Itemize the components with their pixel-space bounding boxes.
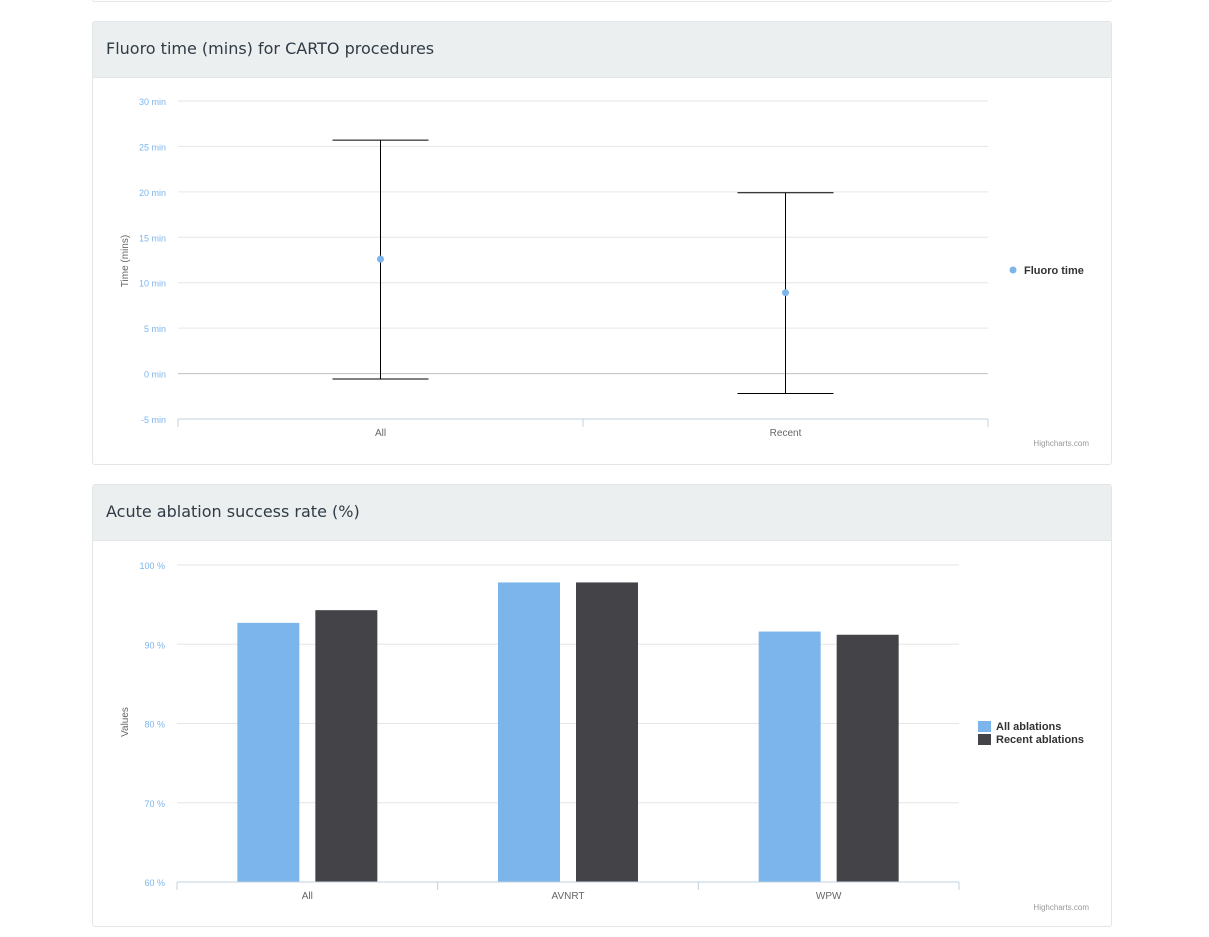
- fluoro-y-tick-label: 15 min: [139, 233, 166, 243]
- ablation-x-tick-labels: All AVNRT WPW: [302, 891, 842, 902]
- legend-marker-recent-ablations: [978, 734, 991, 745]
- fluoro-error-bars: [332, 139, 834, 395]
- fluoro-points: [377, 255, 789, 297]
- legend-label-all-ablations[interactable]: All ablations: [996, 721, 1061, 733]
- ablation-success-chart: 60 % 70 % 80 % 90 % 100 % Values All AVNRT WPW…: [120, 561, 1089, 912]
- fluoro-y-axis-title: Time (mins): [120, 235, 131, 287]
- ablation-bar[interactable]: [836, 634, 899, 882]
- fluoro-legend[interactable]: Fluoro time: [1009, 265, 1084, 277]
- fluoro-x-tick-label: All: [375, 428, 386, 439]
- ablation-y-axis-title: Values: [120, 707, 131, 737]
- fluoro-time-chart: -5 min 0 min 5 min 10 min 15 min 20 min 25 min…: [120, 97, 1089, 448]
- fluoro-y-tick-label: -5 min: [141, 415, 166, 425]
- fluoro-panel-title: Fluoro time (mins) for CARTO procedures: [93, 22, 1111, 78]
- fluoro-y-tick-label: 5 min: [144, 324, 166, 334]
- ablation-y-tick-label: 90 %: [144, 640, 165, 650]
- ablation-y-grid: [177, 564, 959, 804]
- fluoro-y-tick-label: 20 min: [139, 188, 166, 198]
- fluoro-y-tick-label: 10 min: [139, 279, 166, 289]
- fluoro-y-tick-label: 25 min: [139, 142, 166, 152]
- fluoro-point[interactable]: [377, 255, 384, 263]
- ablation-bar[interactable]: [237, 622, 300, 882]
- fluoro-y-tick-label: 30 min: [139, 97, 166, 107]
- fluoro-y-tick-labels: -5 min 0 min 5 min 10 min 15 min 20 min 25 min…: [139, 97, 166, 425]
- fluoro-time-panel: Fluoro time (mins) for CARTO procedures …: [92, 21, 1112, 465]
- previous-panel-edge: [92, 0, 1112, 2]
- ablation-y-tick-label: 60 %: [144, 878, 165, 888]
- ablation-legend[interactable]: All ablations Recent ablations: [978, 721, 1084, 746]
- legend-label-recent-ablations[interactable]: Recent ablations: [996, 734, 1084, 746]
- ablation-bar[interactable]: [315, 610, 378, 882]
- fluoro-legend-marker: [1009, 266, 1017, 274]
- fluoro-x-axis: [177, 418, 989, 427]
- ablation-x-tick-label: WPW: [816, 891, 842, 902]
- ablation-panel-title: Acute ablation success rate (%): [93, 485, 1111, 541]
- fluoro-point[interactable]: [782, 289, 789, 297]
- ablation-bar[interactable]: [576, 582, 638, 882]
- ablation-success-panel: Acute ablation success rate (%) 60 % 70 %…: [92, 484, 1112, 927]
- fluoro-x-tick-label: Recent: [770, 428, 802, 439]
- fluoro-y-tick-label: 0 min: [144, 370, 166, 380]
- ablation-credits[interactable]: Highcharts.com: [1033, 903, 1089, 912]
- fluoro-x-tick-labels: All Recent: [375, 428, 802, 439]
- fluoro-legend-label[interactable]: Fluoro time: [1024, 265, 1084, 277]
- ablation-y-tick-label: 80 %: [144, 720, 165, 730]
- ablation-y-tick-label: 100 %: [139, 561, 165, 571]
- legend-marker-all-ablations: [978, 721, 991, 732]
- ablation-x-axis: [176, 881, 960, 890]
- fluoro-y-grid: [178, 100, 988, 375]
- ablation-bar[interactable]: [758, 631, 821, 882]
- ablation-y-tick-labels: 60 % 70 % 80 % 90 % 100 %: [139, 561, 165, 888]
- ablation-x-tick-label: All: [302, 891, 313, 902]
- ablation-bar[interactable]: [498, 582, 560, 882]
- ablation-y-tick-label: 70 %: [144, 799, 165, 809]
- fluoro-credits[interactable]: Highcharts.com: [1033, 439, 1089, 448]
- ablation-bars: [237, 582, 899, 882]
- ablation-x-tick-label: AVNRT: [552, 891, 585, 902]
